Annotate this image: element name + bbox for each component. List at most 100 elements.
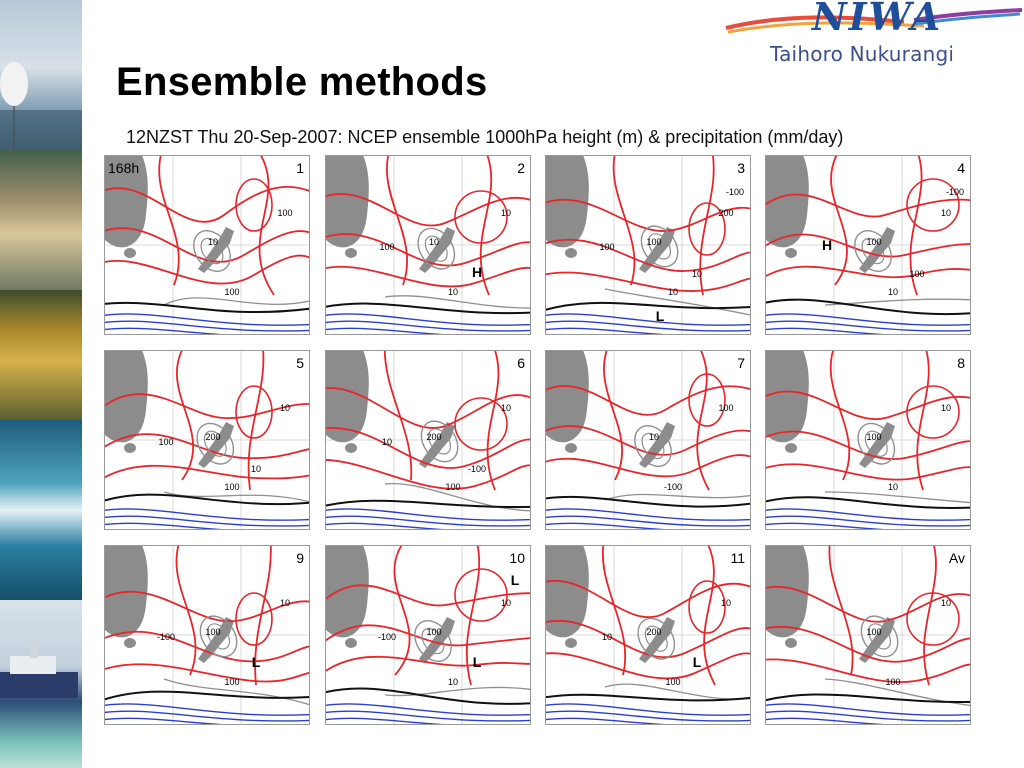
pressure-centre-label: L — [656, 308, 665, 324]
panel-label: 2 — [517, 160, 525, 176]
panel-label: 3 — [737, 160, 745, 176]
contour-label: 100 — [665, 677, 680, 687]
australia-landmass — [325, 155, 369, 248]
pressure-centre-label: L — [473, 654, 482, 670]
contour-label: 100 — [205, 627, 220, 637]
contour-label: 10 — [448, 287, 458, 297]
contour-label: 10 — [429, 237, 439, 247]
pressure-centre-label: L — [693, 654, 702, 670]
contour-label: 100 — [277, 208, 292, 218]
pressure-centre-label: H — [472, 264, 482, 280]
new-zealand-landmass — [639, 422, 675, 468]
contour-label: 100 — [866, 237, 881, 247]
contour-label: 10 — [721, 598, 731, 608]
contour-label: 10 — [382, 437, 392, 447]
contour-label: 10 — [280, 598, 290, 608]
contour-label: 100 — [426, 627, 441, 637]
new-zealand-landmass — [198, 422, 234, 468]
ocean-wave-photo — [0, 420, 82, 600]
sky-balloon-photo — [0, 0, 82, 150]
map-panel-3: 3 200 100 10 100 10 -100 L — [545, 155, 751, 335]
logo-subtitle: Taihoro Nukurangi — [770, 42, 955, 66]
research-ship-photo — [0, 600, 82, 768]
panel-label: 11 — [730, 550, 745, 566]
map-panel-5: 5 10 200 100 100 10 — [104, 350, 310, 530]
logo-wordmark: NIWA — [812, 0, 943, 39]
contour-label: 10 — [649, 432, 659, 442]
contour-label: 100 — [224, 287, 239, 297]
contour-label: 10 — [501, 403, 511, 413]
contour-label: 10 — [501, 208, 511, 218]
panel-label: Av — [949, 550, 965, 566]
contour-label: 10 — [602, 632, 612, 642]
contour-label: 10 — [941, 403, 951, 413]
panel-label: 6 — [517, 355, 525, 371]
map-panel-4: 4 10 100 10 H 100 -100 — [765, 155, 971, 335]
map-panel-8: 8 10 100 10 — [765, 350, 971, 530]
contour-label: 100 — [158, 437, 173, 447]
contour-label: -100 — [378, 632, 396, 642]
logo-swoosh-icon — [725, 8, 1023, 34]
panel-label: 9 — [296, 550, 304, 566]
map-panel-7: 7 100 10 -100 — [545, 350, 751, 530]
slide-title: Ensemble methods — [116, 60, 488, 104]
contour-label: 10 — [280, 403, 290, 413]
new-zealand-landmass — [419, 617, 455, 663]
ensemble-panel-grid: 1 168h 100 10 100 2 10 10 10 100 H 3 200 100 10 100 10 -1… — [104, 155, 971, 725]
pressure-centre-label: L — [511, 572, 520, 588]
australia-landmass — [545, 545, 589, 638]
map-panel-Av: Av 10 100 100 — [765, 545, 971, 725]
australia-landmass — [545, 350, 589, 443]
contour-label: -100 — [726, 187, 744, 197]
niwa-logo: NIWA Taihoro Nukurangi — [724, 0, 1024, 80]
contour-label: 100 — [224, 677, 239, 687]
contour-label: 100 — [599, 242, 614, 252]
figure-caption: 12NZST Thu 20-Sep-2007: NCEP ensemble 10… — [126, 127, 844, 147]
pressure-centre-label: L — [252, 654, 261, 670]
contour-label: 200 — [426, 432, 441, 442]
contour-label: 10 — [501, 598, 511, 608]
map-panel-11: 11 10 200 100 10 L — [545, 545, 751, 725]
new-zealand-landmass — [639, 227, 675, 273]
australia-landmass — [325, 545, 369, 638]
contour-label: 10 — [941, 208, 951, 218]
contour-label: -100 — [157, 632, 175, 642]
ensemble-figure: 12NZST Thu 20-Sep-2007: NCEP ensemble 10… — [82, 127, 986, 743]
contour-label: 100 — [909, 269, 924, 279]
tussock-photo — [0, 290, 82, 420]
contour-label: 10 — [888, 482, 898, 492]
contour-label: -100 — [664, 482, 682, 492]
panel-label: 1 — [296, 160, 304, 176]
contour-label: 10 — [941, 598, 951, 608]
contour-label: 100 — [224, 482, 239, 492]
panel-label: 4 — [957, 160, 965, 176]
contour-label: 100 — [379, 242, 394, 252]
new-zealand-landmass — [639, 617, 675, 663]
australia-landmass — [765, 155, 809, 248]
side-photo-strip — [0, 0, 82, 768]
new-zealand-landmass — [859, 227, 895, 273]
australia-landmass — [325, 350, 369, 443]
contour-label: 100 — [445, 482, 460, 492]
contour-label: 10 — [448, 677, 458, 687]
australia-landmass — [104, 155, 148, 248]
new-zealand-landmass — [419, 422, 455, 468]
australia-landmass — [765, 350, 809, 443]
contour-label: -100 — [946, 187, 964, 197]
coast-photo — [0, 150, 82, 290]
panel-label: 10 — [509, 550, 525, 566]
map-panel-1: 1 168h 100 10 100 — [104, 155, 310, 335]
contour-label: 100 — [866, 432, 881, 442]
panel-label: 8 — [957, 355, 965, 371]
contour-label: 100 — [718, 403, 733, 413]
contour-label: 10 — [888, 287, 898, 297]
lead-time-label: 168h — [108, 160, 139, 176]
contour-label: 10 — [668, 287, 678, 297]
map-panel-10: 10 10 100 10 -100 L L — [325, 545, 531, 725]
map-panel-2: 2 10 10 10 100 H — [325, 155, 531, 335]
ship-icon — [0, 640, 78, 698]
contour-label: 100 — [646, 237, 661, 247]
new-zealand-landmass — [859, 617, 895, 663]
contour-label: 10 — [208, 237, 218, 247]
australia-landmass — [765, 545, 809, 638]
